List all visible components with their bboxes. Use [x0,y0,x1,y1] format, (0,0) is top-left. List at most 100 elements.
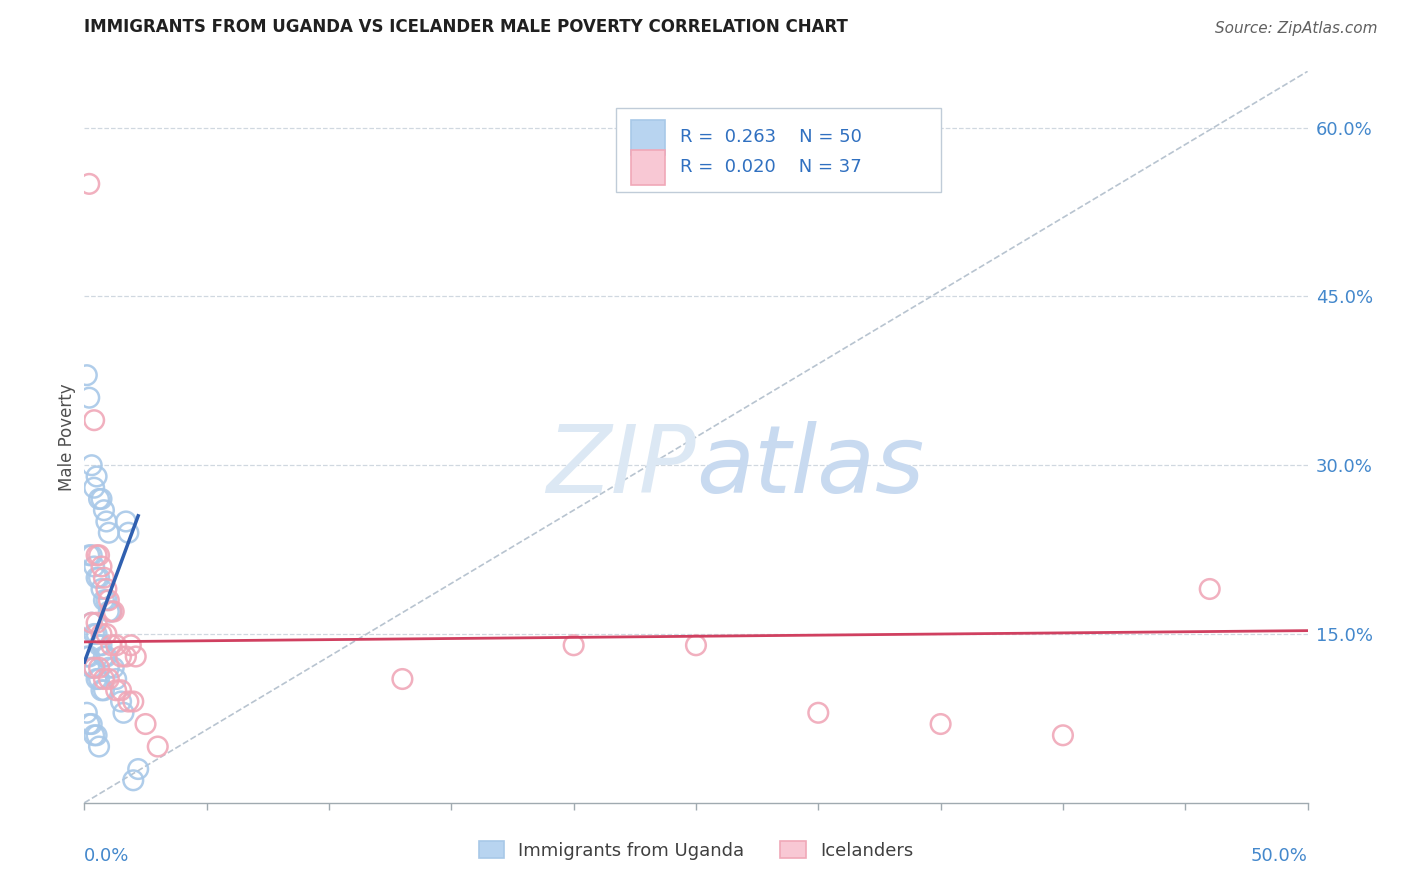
Text: 50.0%: 50.0% [1251,847,1308,864]
Point [96,627,118,641]
Point [105,683,128,698]
Point [87,661,110,675]
Point [83,559,105,574]
Point [83,627,105,641]
Point [93,683,115,698]
Point [76,706,98,720]
Point [112,706,135,720]
Point [97,593,120,607]
Point [87,571,110,585]
Point [83,481,105,495]
Point [1198,582,1220,596]
Point [93,672,115,686]
Point [110,649,132,664]
Point [90,582,112,596]
Point [96,515,118,529]
Point [80,661,103,675]
Point [80,615,103,630]
Point [83,661,105,675]
Point [100,638,122,652]
Point [93,571,115,585]
Point [115,515,138,529]
Point [77,649,100,664]
Point [115,649,138,664]
Point [86,571,108,585]
Point [93,503,115,517]
Point [135,717,157,731]
Point [77,717,100,731]
Point [80,458,103,473]
Y-axis label: Male Poverty: Male Poverty [58,384,76,491]
Text: atlas: atlas [696,421,924,512]
Text: R =  0.263    N = 50: R = 0.263 N = 50 [681,128,862,146]
Point [97,672,120,686]
Point [562,638,585,652]
Point [120,638,142,652]
Point [90,683,112,698]
Point [100,605,122,619]
Point [117,525,139,540]
Point [90,627,112,641]
FancyBboxPatch shape [616,108,941,192]
Text: IMMIGRANTS FROM UGANDA VS ICELANDER MALE POVERTY CORRELATION CHART: IMMIGRANTS FROM UGANDA VS ICELANDER MALE… [84,18,848,36]
Point [86,728,108,742]
Point [87,739,110,754]
Point [83,413,105,427]
Point [105,638,128,652]
Point [146,739,169,754]
Text: 0.0%: 0.0% [84,847,129,864]
Point [86,615,108,630]
Point [87,548,110,562]
Point [110,694,132,708]
Text: ZIP: ZIP [547,421,696,512]
Point [77,391,100,405]
Legend: Immigrants from Uganda, Icelanders: Immigrants from Uganda, Icelanders [471,834,921,867]
Point [122,694,145,708]
Point [117,694,139,708]
Point [87,491,110,506]
Point [125,649,148,664]
Point [97,605,120,619]
Point [93,649,115,664]
Point [76,649,98,664]
Text: R =  0.020    N = 37: R = 0.020 N = 37 [681,158,862,177]
Point [86,469,108,483]
Point [391,672,413,686]
Text: Source: ZipAtlas.com: Source: ZipAtlas.com [1215,21,1378,36]
Point [80,717,103,731]
Point [96,593,118,607]
Point [127,762,149,776]
Point [80,548,103,562]
Point [76,368,98,383]
Point [103,605,125,619]
Point [97,525,120,540]
Point [77,177,100,191]
Bar [631,120,665,154]
Point [83,728,105,742]
Point [90,559,112,574]
Point [122,773,145,788]
Point [93,593,115,607]
Point [1052,728,1074,742]
Point [807,706,830,720]
Point [105,672,128,686]
Point [87,638,110,652]
Point [96,649,118,664]
Bar [631,150,665,185]
Point [96,582,118,596]
Point [86,627,108,641]
Point [80,615,103,630]
Point [86,548,108,562]
Point [100,605,122,619]
Point [685,638,707,652]
Point [77,548,100,562]
Point [103,661,125,675]
Point [97,661,120,675]
Point [110,683,132,698]
Point [87,672,110,686]
Point [90,638,112,652]
Point [90,491,112,506]
Point [83,661,105,675]
Point [929,717,952,731]
Point [86,672,108,686]
